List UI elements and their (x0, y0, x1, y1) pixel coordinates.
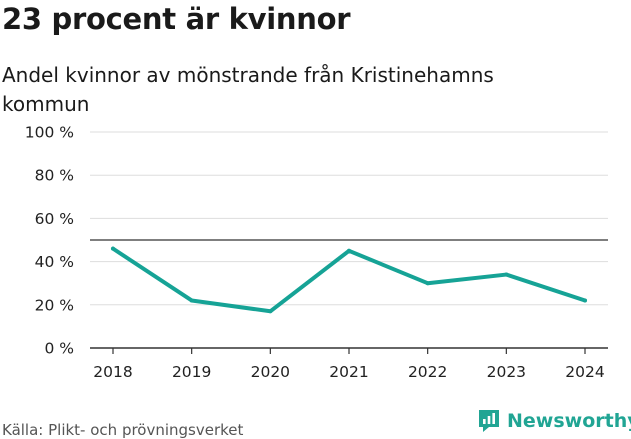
data-point (347, 248, 351, 253)
data-point (111, 246, 115, 251)
gridlines (90, 131, 608, 349)
x-tick-label: 2023 (487, 363, 526, 381)
x-tick-label: 2020 (251, 363, 290, 381)
y-tick-label: 60 % (35, 210, 74, 228)
newsworthy-brand[interactable]: Newsworthy (477, 408, 631, 434)
line-chart: 0 % 20 % 40 % 60 % 80 % 100 % 2018 2019 2020 202… (25, 124, 608, 381)
chart-title: 23 procent är kvinnor (2, 2, 351, 36)
series-line (111, 246, 587, 314)
y-tick-label: 100 % (25, 124, 74, 142)
x-tick-label: 2019 (172, 363, 211, 381)
series-group (111, 246, 587, 314)
y-tick-label: 40 % (35, 253, 74, 271)
data-point (189, 298, 194, 303)
data-point (268, 309, 273, 314)
y-tick-label: 80 % (35, 167, 74, 185)
x-tick-label: 2024 (565, 363, 604, 381)
x-tick-label: 2021 (329, 363, 368, 381)
x-tick-label: 2018 (93, 363, 132, 381)
chart-subtitle: Andel kvinnor av mönstrande från Kristin… (2, 63, 494, 116)
newsworthy-logo-icon (479, 410, 499, 432)
y-tick-label: 20 % (35, 296, 74, 314)
y-axis-tick-labels: 0 % 20 % 40 % 60 % 80 % 100 % (25, 124, 74, 358)
source-note: Källa: Plikt- och prövningsverket (2, 421, 244, 439)
data-point (425, 281, 430, 286)
x-tick-label: 2022 (408, 363, 447, 381)
y-tick-label: 0 % (44, 340, 74, 358)
data-point (504, 272, 509, 277)
x-axis: 2018 2019 2020 2021 2022 2023 2024 (93, 348, 605, 381)
brand-name: Newsworthy (507, 410, 631, 432)
data-point (583, 298, 587, 303)
